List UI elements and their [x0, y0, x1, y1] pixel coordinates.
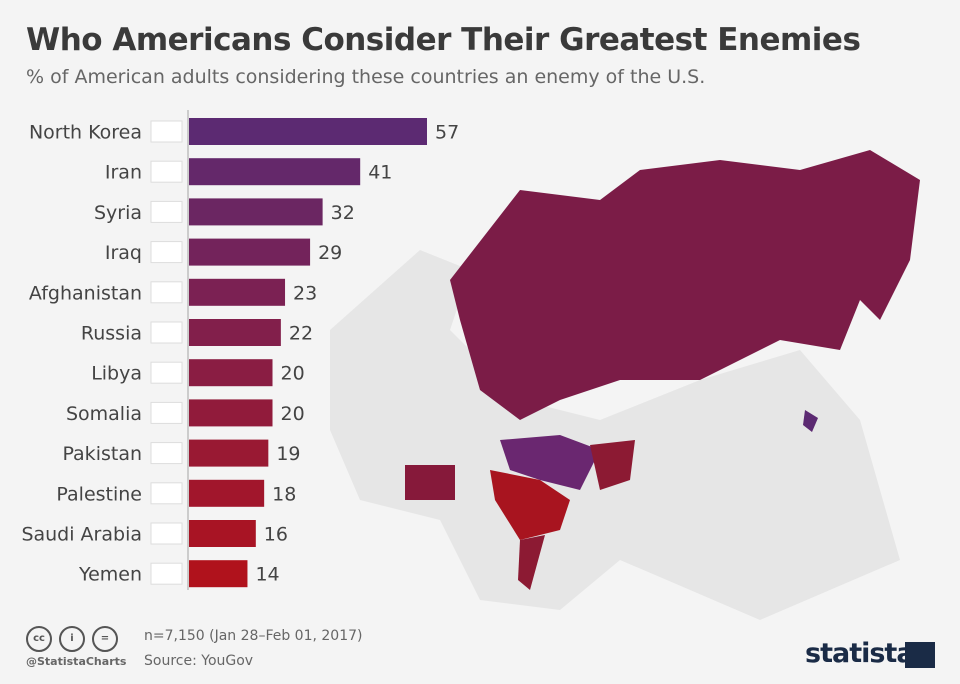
attribution-icon: i: [59, 626, 85, 652]
flag-icon: [150, 200, 183, 223]
category-label: Pakistan: [62, 443, 142, 465]
somalia-region: [518, 535, 545, 590]
flag-icon: [150, 321, 183, 344]
category-label: Yemen: [78, 564, 142, 586]
bar: [189, 319, 281, 346]
category-label: Afghanistan: [29, 282, 142, 304]
data-label: 16: [264, 524, 288, 546]
libya-region: [405, 465, 455, 500]
flag-icon: [150, 281, 183, 304]
data-label: 22: [289, 323, 313, 345]
data-label: 57: [435, 122, 459, 144]
russia-region: [450, 150, 920, 420]
bar: [189, 359, 273, 387]
bar: [189, 520, 256, 547]
flag-icon: [150, 522, 183, 545]
afghanistan-pakistan-region: [590, 440, 635, 490]
bar: [189, 238, 311, 266]
flag-icon: [150, 241, 183, 264]
data-label: 19: [276, 443, 300, 465]
statista-logo: statista: [805, 638, 915, 669]
category-label: Saudi Arabia: [21, 524, 142, 546]
data-label: 41: [368, 162, 392, 184]
saudi-region: [490, 470, 570, 540]
no-derivatives-icon: =: [92, 626, 118, 652]
category-label: Iran: [105, 162, 142, 184]
chart-subtitle: % of American adults considering these c…: [26, 66, 706, 88]
data-label: 23: [293, 282, 317, 304]
iran-region: [500, 435, 600, 490]
chart-title: Who Americans Consider Their Greatest En…: [26, 22, 861, 58]
flag-icon: [150, 401, 183, 424]
category-label: Palestine: [56, 483, 142, 505]
north-korea-region: [803, 410, 818, 432]
twitter-handle: @StatistaCharts: [26, 655, 127, 668]
category-label: Russia: [81, 323, 142, 345]
bar: [189, 560, 248, 588]
statista-logo-mark-icon: [905, 642, 935, 668]
flag-icon: [150, 120, 183, 143]
flag-icon: [150, 562, 183, 585]
flag-icon: [150, 442, 183, 465]
bar: [189, 399, 273, 427]
bar: [189, 479, 265, 507]
data-label: 18: [272, 483, 296, 505]
data-label: 20: [281, 363, 305, 385]
category-label: North Korea: [29, 122, 142, 144]
data-label: 29: [318, 242, 342, 264]
bar: [189, 118, 427, 145]
bar: [189, 278, 286, 306]
flag-icon: [150, 361, 183, 384]
bar: [189, 198, 323, 226]
flag-icon: [150, 482, 183, 505]
category-label: Libya: [91, 363, 142, 385]
data-label: 20: [281, 403, 305, 425]
bar: [189, 158, 361, 186]
source-note: Source: YouGov: [144, 653, 254, 669]
flag-icon: [150, 160, 183, 183]
category-label: Somalia: [66, 403, 142, 425]
sample-note: n=7,150 (Jan 28–Feb 01, 2017): [144, 628, 363, 644]
data-label: 32: [331, 202, 355, 224]
data-label: 14: [255, 564, 279, 586]
category-label: Syria: [94, 202, 142, 224]
category-label: Iraq: [105, 242, 142, 264]
cc-license-icon: cc: [26, 626, 52, 652]
bar: [189, 439, 269, 467]
